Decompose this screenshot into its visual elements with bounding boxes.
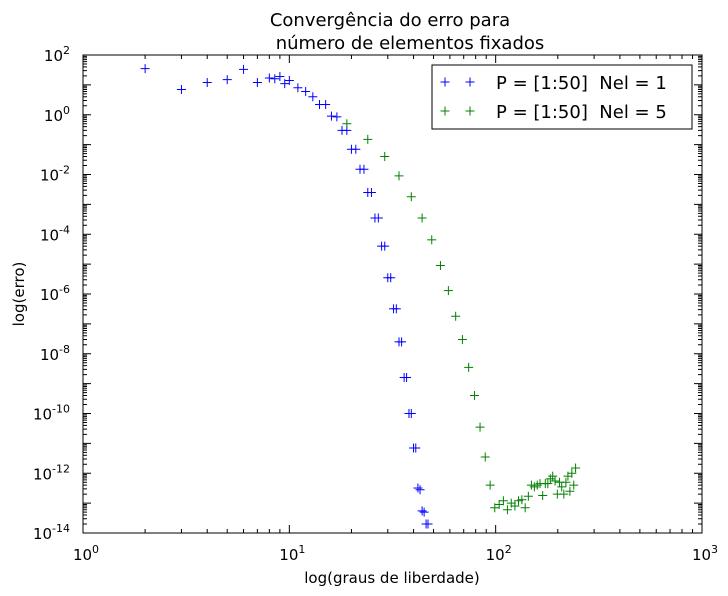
legend-item-series-2: P = [1:50] Nel = 5 [440,102,667,123]
series-2-point [520,503,530,513]
series-1-point [351,144,361,154]
y-tick-label: 10-6 [40,283,70,304]
series-1-point [423,519,433,529]
series-1-point [222,75,232,85]
series-1-point [380,241,390,251]
x-tick-label: 102 [486,543,512,564]
legend-item-series-1: P = [1:50] Nel = 1 [440,73,667,94]
series-1-point [386,273,396,283]
series-2-point [561,477,571,487]
series-1-point [176,85,186,95]
series-1-point [202,78,212,88]
chart-title-line1: Convergência do erro para [270,10,510,31]
series-2-point [451,311,461,321]
y-tick-label: 10-10 [33,403,70,424]
series-2-point [567,468,577,478]
series-2-point [475,422,485,432]
series-2-point [457,334,467,344]
series-2-point [557,482,567,492]
series-2-point [543,479,553,489]
series-2-point [502,505,512,515]
series-1-point [359,164,369,174]
series-1-point [275,72,285,82]
series-2-point [480,452,490,462]
series-2-point [485,480,495,490]
series-1-point [239,64,249,74]
series-1-point [321,100,331,110]
series-2-point [548,471,558,481]
y-tick-label: 102 [44,44,70,65]
legend: P = [1:50] Nel = 1 P = [1:50] Nel = 5 [431,64,693,130]
y-tick-label: 10-8 [40,343,70,364]
series-2-point [550,476,560,486]
series-1-point [284,76,294,86]
x-tick-label: 103 [692,543,718,564]
series-1-point [415,485,425,495]
legend-box [431,64,693,130]
series-2-point [380,152,390,162]
x-tick-label: 100 [73,543,99,564]
series-1-point [293,83,303,93]
legend-label: P = [1:50] Nel = 1 [496,73,667,94]
series-2-point [406,192,416,202]
series-1-point [140,64,150,74]
series-2-point [417,213,427,223]
series-1-point [301,87,311,97]
series-2-point [342,119,352,129]
series-2-point [498,496,508,506]
series-2-point [394,171,404,181]
series-1-point [419,507,429,517]
series-2-point [494,499,504,509]
y-axis-label: log(erro) [10,262,28,327]
y-tick-label: 10-12 [33,462,70,483]
series-1-point [332,112,342,122]
series-1-point [413,483,423,493]
y-tick-label: 10-2 [40,164,70,185]
series-1-point [397,337,407,347]
series-1-point [411,443,421,453]
series-1-point [252,78,262,88]
y-tick-label: 100 [44,104,70,125]
series-1-point [270,74,280,84]
series-2-point [569,480,579,490]
series-2-point [538,490,548,500]
series-2-point [470,391,480,401]
series-1-point [308,92,318,102]
chart-title-line2: número de elementos fixados [276,33,545,54]
data-points [140,64,581,529]
series-2-point [363,134,373,144]
series-2-point [559,489,569,499]
legend-label: P = [1:50] Nel = 5 [496,102,667,123]
series-2-point [523,491,533,501]
series-2-point [517,495,527,505]
series-1-point [366,187,376,197]
series-1-point [280,79,290,89]
series-2-point [427,235,437,245]
x-tick-label: 101 [279,543,305,564]
y-tick-label: 10-4 [40,223,70,244]
series-1-point [326,111,336,121]
series-2-point [443,286,453,296]
series-1-point [402,373,412,383]
x-axis-label: log(graus de liberdade) [304,569,480,587]
series-1-point [417,506,427,516]
series-1-point [406,409,416,418]
series-2-point [571,463,581,473]
series-2-point [435,260,445,270]
y-tick-label: 10-14 [33,522,70,543]
series-2-point [510,501,520,511]
axis-ticks: 100 101 102 103 102 100 10-2 10-4 10-6 10-8 10-10 1… [33,44,718,564]
series-2-point [565,486,575,496]
series-1-point [373,213,383,223]
series-1-point [391,304,401,314]
series-2-point [464,362,474,372]
series-1-point [264,73,274,83]
